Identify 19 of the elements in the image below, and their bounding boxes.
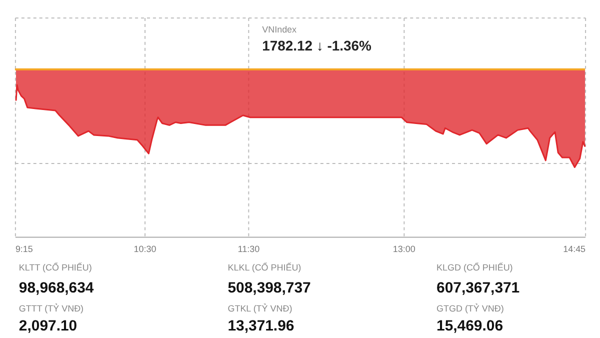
- text: GTGD (TỶ VNĐ): [436, 302, 504, 314]
- text: KLGD (CỔ PHIẾU): [436, 262, 513, 273]
- text: 607,367,371: [436, 280, 520, 297]
- chart-title: VNIndex: [262, 24, 298, 34]
- text: 98,968,634: [18, 280, 94, 297]
- text: GTKL (TỶ VNĐ): [228, 302, 292, 314]
- x-tick-label: 13:00: [392, 244, 416, 254]
- text: KLKL (CỔ PHIẾU): [228, 262, 302, 273]
- text: 13,371.96: [228, 317, 294, 334]
- x-tick-label: 14:45: [563, 244, 586, 254]
- x-tick-label: 9:15: [15, 244, 33, 254]
- text: 508,398,737: [228, 280, 311, 297]
- x-tick-label: 10:30: [134, 244, 156, 254]
- text: GTTT (TỶ VNĐ): [18, 302, 84, 314]
- text: KLTT (CỔ PHIẾU): [18, 262, 92, 273]
- text: 2,097.10: [18, 317, 78, 334]
- text: 15,469.06: [436, 317, 503, 334]
- chart-subtitle: 1782.12 ↓ -1.36%: [262, 37, 372, 54]
- x-tick-label: 11:30: [238, 244, 260, 254]
